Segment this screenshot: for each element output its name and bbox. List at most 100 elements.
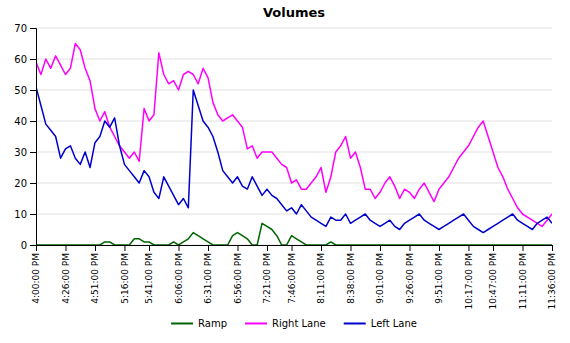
tick-mark: [523, 245, 524, 251]
tick-mark: [208, 245, 209, 251]
chart: 4:00:00 PM 4:26:00 PM 4:51:00 PM 5:16:00 PM…: [0, 0, 570, 343]
tick-mark: [30, 121, 36, 122]
tick-mark: [380, 245, 381, 251]
y-tick: 40: [14, 116, 36, 127]
tick-label: 0: [21, 240, 27, 251]
tick-label: 4:26:00 PM: [61, 253, 71, 304]
tick-mark: [65, 245, 66, 251]
tick-mark: [30, 214, 36, 215]
tick-mark: [95, 245, 96, 251]
tick-label: 8:11:00 PM: [316, 253, 326, 304]
tick-mark: [30, 90, 36, 91]
legend-item: Left Lane: [344, 318, 417, 329]
axis-domain: [37, 246, 553, 252]
y-tick: 30: [14, 147, 36, 158]
y-tick: 0: [21, 240, 36, 251]
tick-mark: [237, 245, 238, 251]
legend-swatch: [171, 322, 193, 324]
grid: [36, 28, 552, 245]
tick-label: 6:06:00 PM: [174, 253, 184, 304]
grid-line: [36, 90, 552, 91]
tick-label: 10: [14, 209, 27, 220]
x-tick: 9:01:00 PM: [375, 245, 385, 304]
tick-mark: [552, 245, 553, 251]
tick-mark: [493, 245, 494, 251]
tick-label: 11:11:00 PM: [518, 253, 528, 309]
grid-line: [36, 183, 552, 184]
tick-mark: [439, 245, 440, 251]
tick-label: 20: [14, 178, 27, 189]
series-line: [36, 87, 552, 233]
x-tick: 6:56:00 PM: [233, 245, 243, 304]
legend-item: Right Lane: [245, 318, 326, 329]
legend-swatch: [245, 322, 267, 324]
grid-line: [36, 28, 552, 29]
tick-label: 9:26:00 PM: [405, 253, 415, 304]
x-tick: 10:17:00 PM: [464, 245, 474, 309]
x-tick: 7:46:00 PM: [287, 245, 297, 304]
legend-item: Ramp: [171, 318, 227, 329]
title: Volumes: [263, 5, 325, 20]
tick-mark: [292, 245, 293, 251]
tick-label: 6:56:00 PM: [233, 253, 243, 304]
tick-label: 7:21:00 PM: [262, 253, 272, 304]
tick-mark: [351, 245, 352, 251]
y-tick: 20: [14, 178, 36, 189]
tick-label: 10:17:00 PM: [464, 253, 474, 309]
y-axis: 0 10 20 30 40 50 60 70: [14, 23, 36, 251]
legend-label: Right Lane: [272, 318, 326, 329]
tick-mark: [30, 59, 36, 60]
tick-label: 11:36:00 PM: [547, 253, 557, 309]
tick-mark: [30, 152, 36, 153]
tick-label: 5:41:00 PM: [144, 253, 154, 304]
x-tick: 10:47:00 PM: [488, 245, 498, 309]
x-axis: 4:00:00 PM 4:26:00 PM 4:51:00 PM 5:16:00 PM…: [31, 245, 557, 309]
x-tick: 7:21:00 PM: [262, 245, 272, 304]
tick-mark: [321, 245, 322, 251]
tick-label: 6:31:00 PM: [203, 253, 213, 304]
y-tick: 10: [14, 209, 36, 220]
x-tick: 6:06:00 PM: [174, 245, 184, 304]
x-tick: 9:51:00 PM: [434, 245, 444, 304]
legend-label: Left Lane: [371, 318, 417, 329]
x-tick: 11:11:00 PM: [518, 245, 528, 309]
x-tick: 8:11:00 PM: [316, 245, 326, 304]
tick-label: 50: [14, 85, 27, 96]
grid-line: [36, 59, 552, 60]
legend-label: Ramp: [198, 318, 227, 329]
tick-mark: [30, 183, 36, 184]
tick-label: 4:00:00 PM: [31, 253, 41, 304]
y-tick: 70: [14, 23, 36, 34]
x-tick: 4:00:00 PM: [31, 245, 41, 304]
grid-line: [36, 214, 552, 215]
tick-label: 30: [14, 147, 27, 158]
tick-mark: [409, 245, 410, 251]
series-line: [36, 44, 552, 227]
tick-label: 60: [14, 54, 27, 65]
y-tick: 50: [14, 85, 36, 96]
tick-label: 9:01:00 PM: [375, 253, 385, 304]
tick-mark: [149, 245, 150, 251]
tick-label: 8:38:00 PM: [346, 253, 356, 304]
x-tick: 5:41:00 PM: [144, 245, 154, 304]
legend-swatch: [344, 322, 366, 324]
x-tick: 11:36:00 PM: [547, 245, 557, 309]
x-tick: 4:51:00 PM: [90, 245, 100, 304]
tick-label: 5:16:00 PM: [120, 253, 130, 304]
tick-label: 10:47:00 PM: [488, 253, 498, 309]
x-tick: 5:16:00 PM: [120, 245, 130, 304]
x-tick: 8:38:00 PM: [346, 245, 356, 304]
x-tick: 9:26:00 PM: [405, 245, 415, 304]
tick-mark: [30, 245, 36, 246]
tick-mark: [30, 28, 36, 29]
tick-mark: [124, 245, 125, 251]
tick-label: 70: [14, 23, 27, 34]
x-tick: 6:31:00 PM: [203, 245, 213, 304]
grid-line: [36, 152, 552, 153]
tick-label: 4:51:00 PM: [90, 253, 100, 304]
y-tick: 60: [14, 54, 36, 65]
legend: Ramp Right Lane Left Lane: [171, 318, 417, 329]
tick-mark: [267, 245, 268, 251]
tick-label: 9:51:00 PM: [434, 253, 444, 304]
tick-label: 7:46:00 PM: [287, 253, 297, 304]
